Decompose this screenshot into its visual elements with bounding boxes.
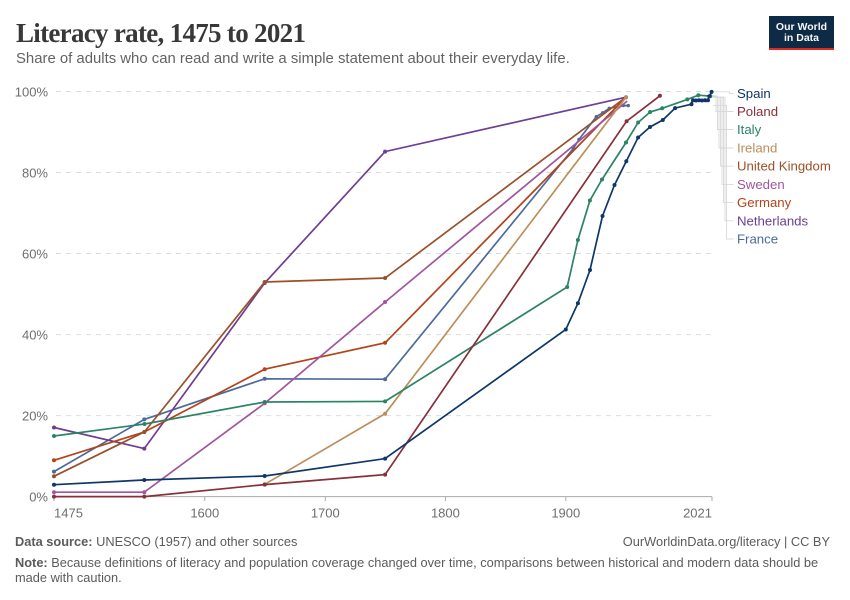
svg-text:Germany: Germany	[737, 195, 792, 210]
svg-text:80%: 80%	[22, 166, 48, 181]
svg-text:0%: 0%	[29, 490, 48, 505]
svg-text:40%: 40%	[22, 328, 48, 343]
svg-text:France: France	[737, 232, 778, 247]
svg-text:2021: 2021	[683, 506, 712, 521]
svg-text:1700: 1700	[311, 506, 340, 521]
svg-text:100%: 100%	[15, 85, 49, 100]
svg-text:Spain: Spain	[737, 86, 771, 101]
svg-text:1475: 1475	[54, 506, 83, 521]
svg-text:Ireland: Ireland	[737, 141, 777, 156]
svg-text:United Kingdom: United Kingdom	[737, 159, 831, 174]
svg-text:Sweden: Sweden	[737, 177, 785, 192]
svg-text:Italy: Italy	[737, 122, 762, 137]
svg-text:1900: 1900	[551, 506, 580, 521]
svg-text:60%: 60%	[22, 247, 48, 262]
svg-text:Netherlands: Netherlands	[737, 213, 809, 228]
svg-text:Poland: Poland	[737, 104, 778, 119]
svg-text:1800: 1800	[431, 506, 460, 521]
svg-text:1600: 1600	[190, 506, 219, 521]
svg-text:20%: 20%	[22, 409, 48, 424]
